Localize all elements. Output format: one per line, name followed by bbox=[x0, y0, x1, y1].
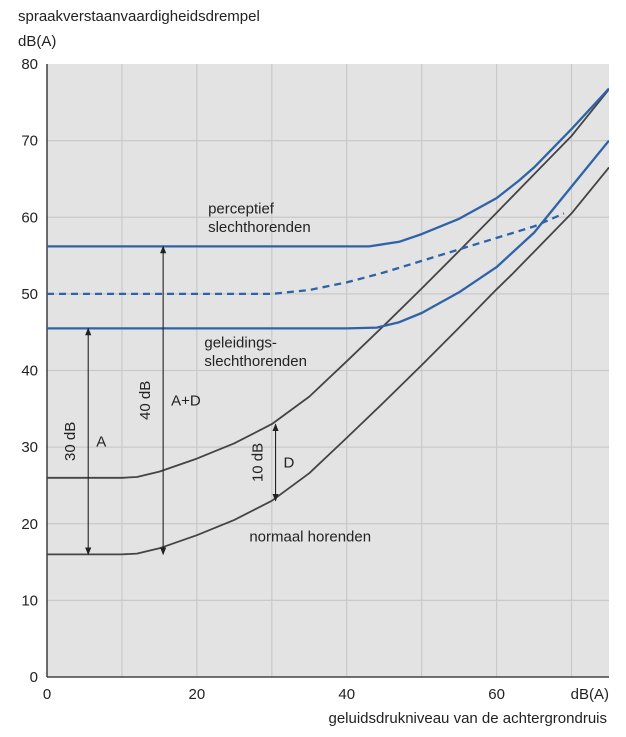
series-line-2 bbox=[47, 88, 609, 479]
curve-annotation: normaal horenden bbox=[249, 528, 371, 545]
curve-annotation: perceptief bbox=[208, 200, 275, 217]
y-axis-title: spraakverstaanvaardigheidsdrempel bbox=[18, 8, 260, 25]
curve-annotation: slechthorenden bbox=[204, 353, 307, 370]
y-axis-unit: dB(A) bbox=[18, 33, 57, 50]
x-axis-title: geluidsdrukniveau van de achtergrondruis bbox=[328, 710, 607, 727]
y-tick-label: 0 bbox=[30, 669, 38, 686]
y-tick-label: 20 bbox=[21, 516, 38, 533]
x-tick-unit: dB(A) bbox=[571, 686, 609, 703]
series-line-5 bbox=[47, 212, 565, 296]
series-line-4 bbox=[47, 87, 609, 248]
y-tick-label: 70 bbox=[21, 133, 38, 150]
x-tick-label: 0 bbox=[43, 686, 51, 703]
curve-annotation: slechthorenden bbox=[208, 219, 311, 236]
curve-annotation: geleidings- bbox=[204, 335, 277, 352]
measure-arrow-letter: A bbox=[96, 433, 106, 450]
measure-arrow-letter: D bbox=[284, 454, 295, 471]
x-tick-label: 20 bbox=[189, 686, 206, 703]
measure-arrow-label: 30 dB bbox=[62, 422, 79, 461]
series-group bbox=[47, 87, 609, 556]
y-tick-label: 80 bbox=[21, 56, 38, 73]
measure-arrow-letter: A+D bbox=[171, 392, 201, 409]
series-line-1 bbox=[47, 166, 609, 556]
y-tick-label: 50 bbox=[21, 286, 38, 303]
measure-arrow-label: 10 dB bbox=[250, 443, 267, 482]
y-tick-label: 30 bbox=[21, 439, 38, 456]
measure-arrow-label: 40 dB bbox=[137, 381, 154, 420]
y-tick-label: 60 bbox=[21, 209, 38, 226]
x-tick-label: 60 bbox=[488, 686, 505, 703]
y-tick-label: 40 bbox=[21, 363, 38, 380]
x-tick-label: 40 bbox=[338, 686, 355, 703]
y-tick-label: 10 bbox=[21, 592, 38, 609]
series-line-3 bbox=[47, 139, 609, 330]
